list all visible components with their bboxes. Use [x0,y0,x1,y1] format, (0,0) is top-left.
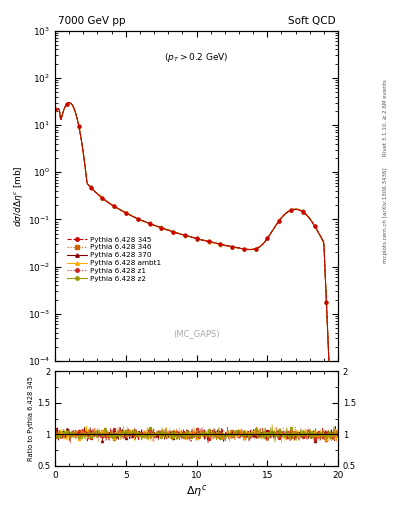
Text: 7000 GeV pp: 7000 GeV pp [58,16,125,26]
Text: $(p_T > 0.2\ \mathrm{GeV})$: $(p_T > 0.2\ \mathrm{GeV})$ [164,51,229,63]
X-axis label: $\Delta\eta^c$: $\Delta\eta^c$ [186,482,207,499]
Y-axis label: Ratio to Pythia 6.428 345: Ratio to Pythia 6.428 345 [28,376,34,461]
Text: mcplots.cern.ch [arXiv:1306.3436]: mcplots.cern.ch [arXiv:1306.3436] [383,167,388,263]
Text: (MC_GAPS): (MC_GAPS) [173,329,220,338]
Text: Soft QCD: Soft QCD [288,16,335,26]
Text: Rivet 3.1.10, ≥ 2.6M events: Rivet 3.1.10, ≥ 2.6M events [383,79,388,156]
Legend: Pythia 6.428 345, Pythia 6.428 346, Pythia 6.428 370, Pythia 6.428 ambt1, Pythia: Pythia 6.428 345, Pythia 6.428 346, Pyth… [64,233,164,285]
Y-axis label: $d\sigma/d\Delta\eta^c$ [mb]: $d\sigma/d\Delta\eta^c$ [mb] [12,165,25,227]
